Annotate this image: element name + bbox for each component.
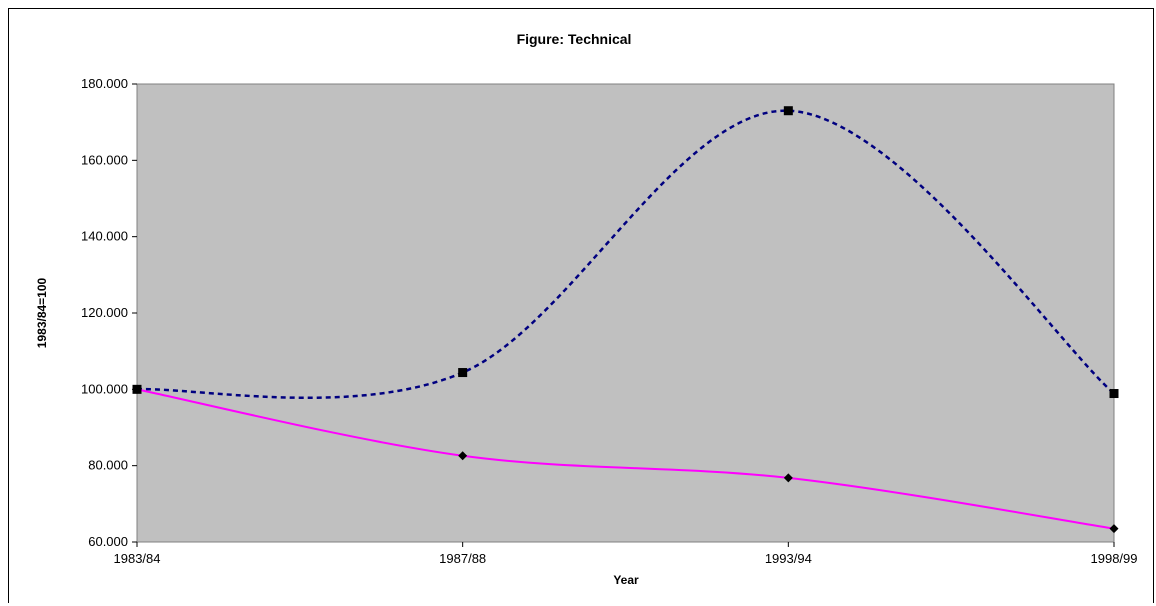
x-tick-label: 1993/94 — [765, 551, 812, 566]
series-line — [136, 109, 1115, 400]
data-point-square — [1109, 389, 1119, 399]
x-tick-label: 1987/88 — [439, 551, 486, 566]
data-point-diamond — [783, 473, 793, 483]
series-line — [136, 388, 1115, 530]
data-point-diamond — [1109, 524, 1119, 534]
data-point-square — [458, 368, 468, 378]
x-axis-label: Year — [613, 573, 639, 587]
y-tick-label: 140.000 — [81, 229, 128, 244]
data-point-diamond — [132, 384, 142, 394]
x-tick-label: 1983/84 — [114, 551, 161, 566]
y-axis-label: 1983/84=100 — [35, 277, 49, 348]
x-tick-label: 1998/99 — [1091, 551, 1138, 566]
x-axis: 1983/84 1987/88 1993/94 1998/99 — [114, 542, 1138, 566]
y-tick-label: 180.000 — [81, 76, 128, 91]
y-tick-label: 60.000 — [88, 534, 128, 549]
data-point-square — [783, 106, 793, 116]
y-tick-label: 100.000 — [81, 381, 128, 396]
y-axis: 60.000 80.000 100.000 120.000 140.000 160.000… — [81, 76, 137, 549]
y-tick-label: 120.000 — [81, 305, 128, 320]
chart-title: Figure: Technical — [517, 31, 632, 47]
y-tick-label: 160.000 — [81, 152, 128, 167]
plot-area — [136, 83, 1115, 543]
data-point-diamond — [458, 451, 468, 461]
y-tick-label: 80.000 — [88, 458, 128, 473]
series-layer — [132, 106, 1119, 534]
